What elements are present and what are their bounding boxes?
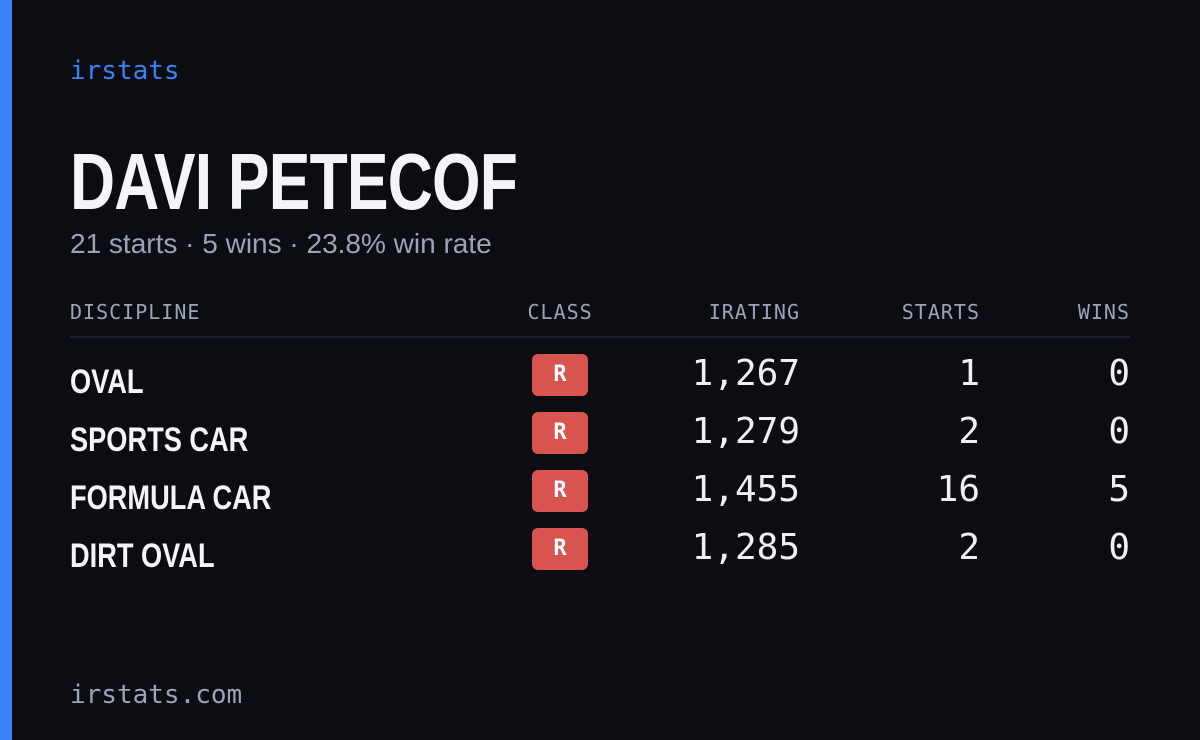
discipline: FORMULA CAR [70,479,272,517]
class-badge: R [532,528,588,570]
header-rule [70,336,1130,338]
accent-stripe [0,0,12,740]
driver-name: DAVI PETECOF [70,137,518,226]
class-badge: R [532,354,588,396]
wins: 5 [1108,469,1130,510]
class-badge: R [532,412,588,454]
discipline: OVAL [70,363,144,401]
header-class: CLASS [527,300,593,324]
brand: irstats [70,56,180,86]
irating: 1,267 [691,353,800,394]
header-starts: STARTS [901,300,980,324]
wins: 0 [1108,527,1130,568]
class-badge: R [532,470,588,512]
starts: 2 [958,411,980,452]
discipline: SPORTS CAR [70,421,249,459]
starts: 2 [958,527,980,568]
footer: irstats.com [70,680,243,710]
irating: 1,455 [691,469,800,510]
header-irating: IRATING [708,300,800,324]
wins: 0 [1108,353,1130,394]
wins: 0 [1108,411,1130,452]
driver-summary: 21 starts · 5 wins · 23.8% win rate [70,228,492,259]
starts: 1 [958,353,980,394]
irating: 1,279 [691,411,800,452]
starts: 16 [936,469,980,510]
discipline: DIRT OVAL [70,537,215,575]
header-wins: WINS [1077,300,1130,324]
irating: 1,285 [691,527,800,568]
header-discipline: DISCIPLINE [70,300,201,324]
